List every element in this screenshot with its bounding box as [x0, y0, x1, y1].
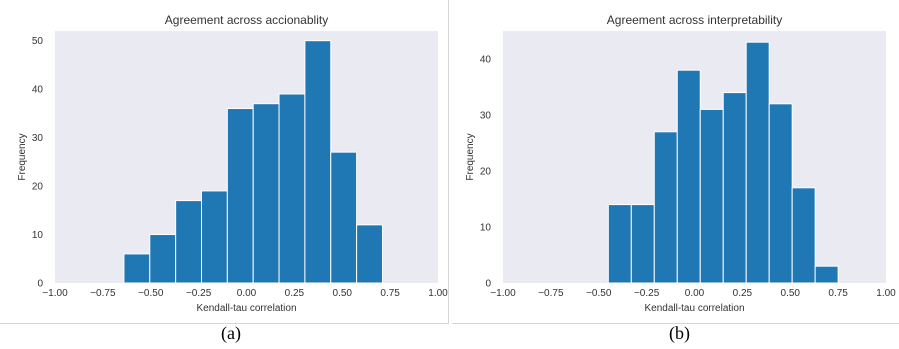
x-tick-label: −0.50 [138, 288, 164, 299]
x-tick-label: −0.50 [586, 288, 612, 299]
x-tick-label: 0.50 [333, 288, 353, 299]
x-tick-label: 0.75 [828, 288, 848, 299]
histogram-bar [745, 41, 770, 284]
histogram-bar [200, 190, 228, 284]
chart-panel-a: −1.00 −0.75 −0.50 −0.25 0.00 0.25 0.50 0.75 1.00… [0, 0, 449, 324]
histogram-bar [356, 224, 383, 284]
x-tick-label: 0.25 [285, 288, 305, 299]
x-tick-label: 0.75 [380, 288, 400, 299]
histogram-bar [699, 108, 724, 284]
histogram-bar [304, 40, 332, 284]
y-tick-label: 40 [480, 55, 492, 66]
histogram-bar [768, 103, 793, 284]
y-tick-label: 30 [480, 111, 492, 122]
x-tick-label: −0.25 [186, 288, 212, 299]
histogram-bar [791, 187, 816, 284]
x-tick-label: 1.00 [428, 288, 448, 299]
y-tick-label: 30 [32, 133, 44, 144]
histogram-chart-a: −1.00 −0.75 −0.50 −0.25 0.00 0.25 0.50 0.75 1.00… [17, 13, 448, 314]
x-tick-label: −1.00 [42, 288, 68, 299]
chart-panel-b: −1.00 −0.75 −0.50 −0.25 0.00 0.25 0.50 0.75 1.00… [452, 0, 899, 324]
histogram-bar [175, 200, 202, 284]
figure-caption-b: (b) [669, 323, 690, 343]
y-tick-label: 40 [32, 85, 44, 96]
figure-caption-a: (a) [221, 323, 241, 343]
x-tick-label: 0.50 [781, 288, 801, 299]
histogram-chart-b: −1.00 −0.75 −0.50 −0.25 0.00 0.25 0.50 0.75 1.00… [465, 13, 896, 314]
x-tick-label: −0.25 [634, 288, 660, 299]
y-tick-label: 10 [32, 230, 44, 241]
x-axis-label: Kendall-tau correlation [196, 303, 296, 314]
y-axis-label: Frequency [465, 133, 476, 180]
y-tick-label: 20 [32, 182, 44, 193]
histogram-bar [226, 108, 254, 284]
x-tick-label: 0.00 [685, 288, 705, 299]
histogram-bar [607, 204, 632, 284]
histogram-bar [278, 93, 306, 284]
histogram-bar [814, 265, 839, 284]
x-tick-label: −1.00 [490, 288, 516, 299]
y-tick-label: 20 [480, 167, 492, 178]
histogram-bar [676, 69, 701, 284]
histogram-bar [653, 131, 678, 284]
x-tick-label: 0.00 [237, 288, 257, 299]
histogram-bar [123, 253, 151, 284]
y-tick-label: 10 [480, 223, 492, 234]
histogram-bar [149, 234, 177, 284]
x-tick-label: 0.25 [733, 288, 753, 299]
chart-title: Agreement across accionablity [165, 13, 328, 27]
y-tick-label: 0 [485, 279, 491, 290]
x-tick-label: −0.75 [538, 288, 564, 299]
histogram-bar [630, 204, 655, 284]
x-tick-label: −0.75 [90, 288, 116, 299]
chart-title: Agreement across interpretability [607, 13, 782, 27]
y-tick-label: 50 [32, 36, 44, 47]
x-tick-label: 1.00 [876, 288, 896, 299]
histogram-bar [252, 103, 280, 284]
x-axis-label: Kendall-tau correlation [644, 303, 744, 314]
y-tick-label: 0 [37, 279, 43, 290]
histogram-bar [330, 151, 358, 284]
y-axis-label: Frequency [17, 133, 28, 180]
histogram-bar [722, 92, 747, 284]
